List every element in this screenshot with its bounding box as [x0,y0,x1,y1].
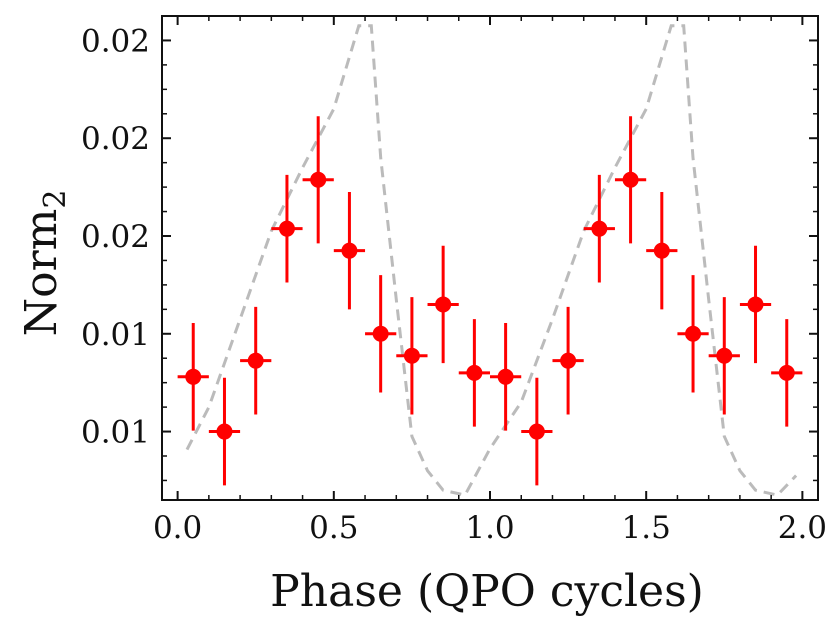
data-point [466,364,483,381]
data-point [497,368,514,385]
model-line [185,24,798,497]
x-tick-label: 0.0 [153,510,202,546]
data-point [747,296,764,313]
data-point-group [396,297,428,415]
data-point [716,347,733,364]
x-tick-label: 1.5 [622,510,671,546]
y-axis-title-subscript: 2 [38,190,73,209]
data-point [778,364,795,381]
data-point [528,423,545,440]
data-point-group [552,306,584,415]
data-point [341,242,358,259]
data-point-group [677,275,709,393]
data-point [216,423,233,440]
data-point-group [708,297,740,415]
x-tick-label: 0.5 [309,510,358,546]
y-tick-label: 0.02 [81,219,150,255]
ticks-layer: 0.0 0.5 1.0 1.5 2.0 0.01 0.01 0.02 0.02 0.02 [81,16,827,546]
data-point-group [646,192,678,310]
data-point-group [739,245,772,364]
model-layer [185,24,798,497]
x-tick-label: 1.0 [465,510,514,546]
x-axis-title: Phase (QPO cycles) [270,566,704,617]
data-point-group [583,174,615,283]
y-tick-label: 0.01 [81,415,150,451]
data-point-group [271,174,303,283]
y-tick-label: 0.01 [81,317,150,353]
data-point [560,352,577,369]
data-point-group [458,319,490,427]
data-point-group [333,192,366,310]
data-point [247,352,264,369]
data-point-group [521,377,553,486]
data-point-group [177,323,209,431]
y-tick-label: 0.02 [81,121,150,157]
data-point [278,220,295,237]
y-axis-title-main: Norm [16,209,67,337]
data-point [185,368,202,385]
data-point-group [240,306,272,415]
data-point [372,325,389,342]
y-axis-title: Norm2 [16,190,73,337]
data-point-group [208,377,241,486]
data-point [591,220,608,237]
data-point-group [427,245,459,364]
points-layer [177,116,803,486]
data-point [435,296,452,313]
data-point-group [614,116,647,244]
data-point-group [490,323,522,431]
data-point-group [365,275,397,393]
data-point-group [771,319,803,427]
data-point [403,347,420,364]
data-point [653,242,670,259]
y-axis-title-group: Norm2 [16,190,73,337]
data-point-group [302,116,334,244]
data-point [622,171,639,188]
data-point [685,325,702,342]
x-tick-label: 2.0 [778,510,827,546]
data-point [310,171,327,188]
y-tick-label: 0.02 [81,23,150,59]
